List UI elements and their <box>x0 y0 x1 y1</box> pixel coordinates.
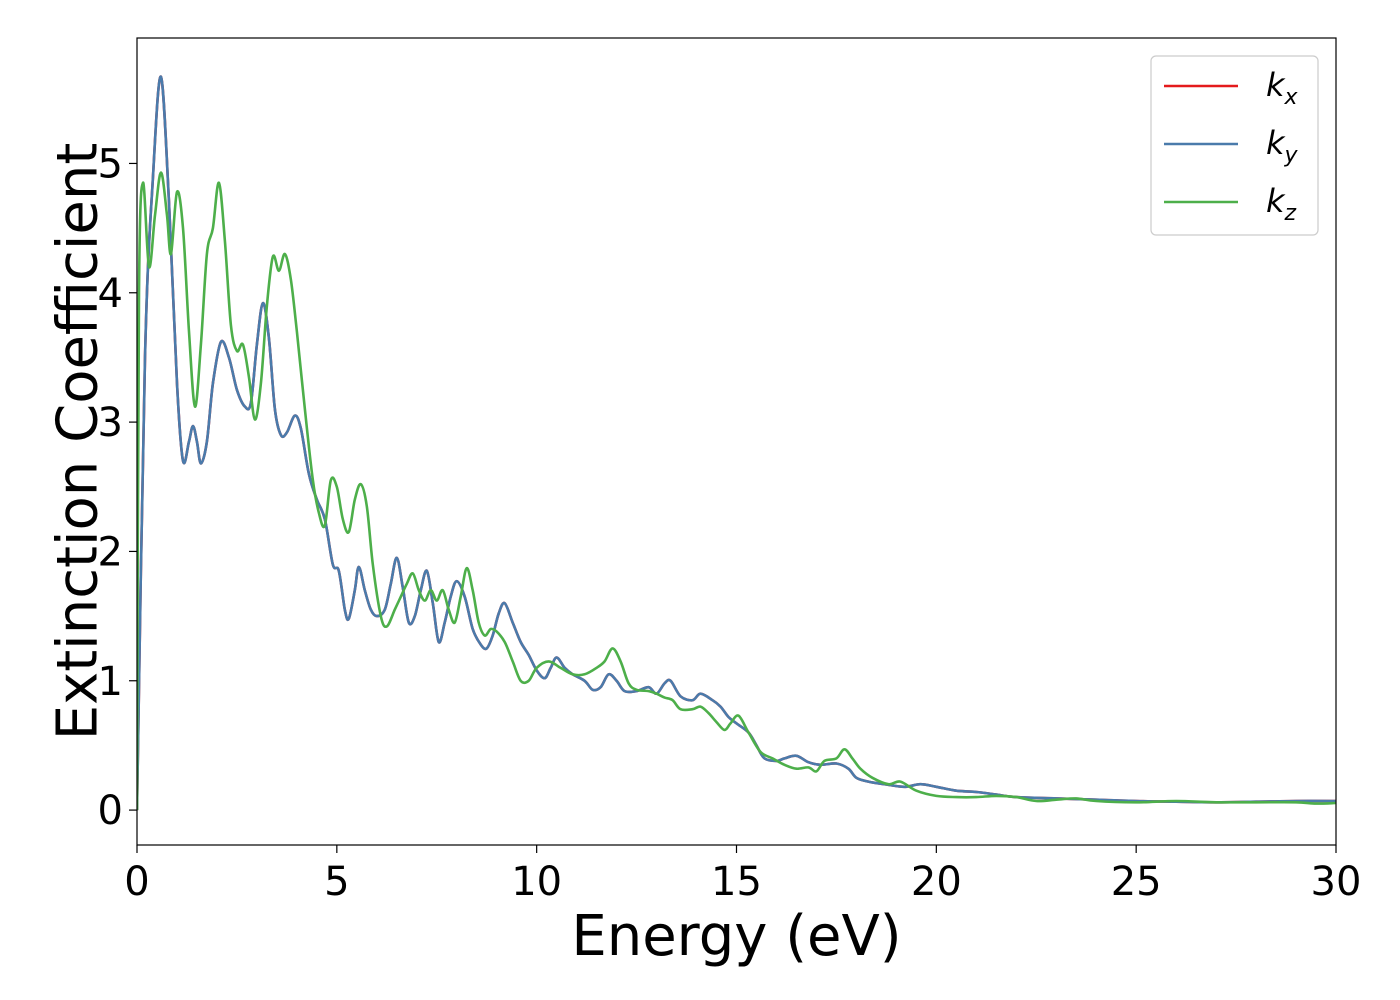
y-tick-label: 4 <box>98 271 123 317</box>
x-tick-label: 25 <box>1111 859 1162 905</box>
plot-lines <box>137 75 1336 811</box>
legend: kx ky kz <box>1150 55 1319 236</box>
x-tick-label: 20 <box>911 859 962 905</box>
y-tick-label: 5 <box>98 141 123 187</box>
x-axis-label: Energy (eV) <box>571 904 901 969</box>
legend-label: ky <box>1266 124 1299 168</box>
legend-label: kx <box>1266 66 1299 110</box>
y-tick-label: 0 <box>98 788 123 834</box>
y-tick-label: 2 <box>98 529 123 575</box>
legend-item-x: kx <box>1164 66 1299 110</box>
x-tick-label: 0 <box>124 859 149 905</box>
legend-item-z: kz <box>1164 182 1297 226</box>
x-axis: 0 5 10 15 20 25 30 <box>124 845 1361 905</box>
x-tick-label: 5 <box>324 859 349 905</box>
y-axis-label: Extinction Coefficient <box>46 143 111 741</box>
legend-item-y: ky <box>1164 124 1299 168</box>
x-tick-label: 15 <box>711 859 762 905</box>
legend-label: kz <box>1266 182 1297 226</box>
y-tick-label: 3 <box>98 400 123 446</box>
series-line-y <box>137 75 1336 811</box>
y-tick-label: 1 <box>98 659 123 705</box>
y-axis: 0 1 2 3 4 5 <box>98 141 137 834</box>
x-tick-label: 30 <box>1311 859 1362 905</box>
x-tick-label: 10 <box>511 859 562 905</box>
series-line-z <box>137 171 1336 811</box>
legend-box <box>1150 55 1319 236</box>
